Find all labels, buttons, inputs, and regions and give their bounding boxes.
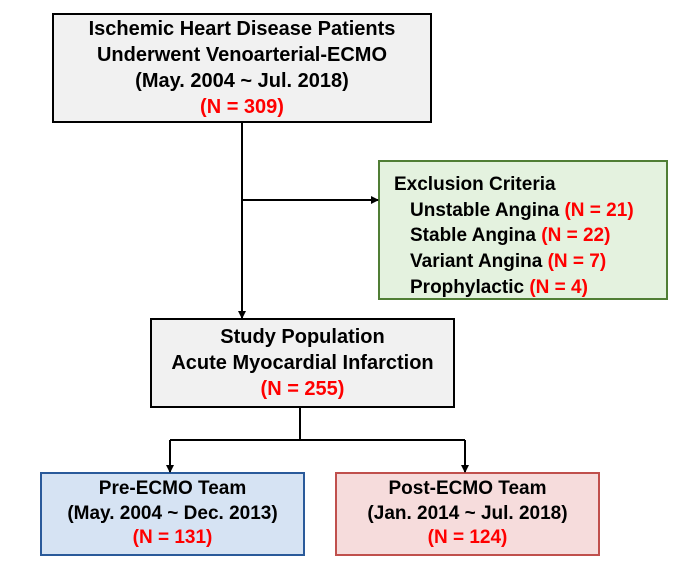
study-line-1: Study Population [220, 324, 384, 350]
pre-n: (N = 131) [133, 526, 213, 551]
exclusion-item-label: Prophylactic [410, 277, 524, 298]
exclusion-criteria-box: Exclusion Criteria Unstable Angina (N = … [378, 160, 668, 300]
enrollment-line-2: Underwent Venoarterial-ECMO [97, 42, 387, 68]
post-ecmo-team-box: Post-ECMO Team (Jan. 2014 ~ Jul. 2018) (… [335, 472, 600, 556]
study-population-box: Study Population Acute Myocardial Infarc… [150, 318, 455, 408]
exclusion-title: Exclusion Criteria [394, 172, 652, 198]
exclusion-item: Prophylactic (N = 4) [394, 275, 652, 301]
pre-line-1: Pre-ECMO Team [99, 477, 246, 502]
study-line-2: Acute Myocardial Infarction [171, 350, 433, 376]
post-line-1: Post-ECMO Team [388, 477, 546, 502]
exclusion-item: Unstable Angina (N = 21) [394, 198, 652, 224]
enrollment-box: Ischemic Heart Disease Patients Underwen… [52, 13, 432, 123]
enrollment-line-1: Ischemic Heart Disease Patients [89, 16, 396, 42]
exclusion-item-label: Variant Angina [410, 251, 542, 272]
exclusion-item-n: (N = 22) [541, 225, 610, 246]
enrollment-n: (N = 309) [200, 94, 284, 120]
exclusion-item-label: Unstable Angina [410, 200, 559, 221]
exclusion-item: Variant Angina (N = 7) [394, 249, 652, 275]
pre-ecmo-team-box: Pre-ECMO Team (May. 2004 ~ Dec. 2013) (N… [40, 472, 305, 556]
exclusion-item: Stable Angina (N = 22) [394, 223, 652, 249]
exclusion-item-n: (N = 21) [564, 200, 633, 221]
post-n: (N = 124) [428, 526, 508, 551]
exclusion-item-label: Stable Angina [410, 225, 536, 246]
exclusion-item-n: (N = 4) [529, 277, 588, 298]
study-n: (N = 255) [261, 376, 345, 402]
exclusion-item-n: (N = 7) [548, 251, 607, 272]
post-line-2: (Jan. 2014 ~ Jul. 2018) [367, 502, 567, 527]
pre-line-2: (May. 2004 ~ Dec. 2013) [67, 502, 277, 527]
enrollment-line-3: (May. 2004 ~ Jul. 2018) [135, 68, 349, 94]
